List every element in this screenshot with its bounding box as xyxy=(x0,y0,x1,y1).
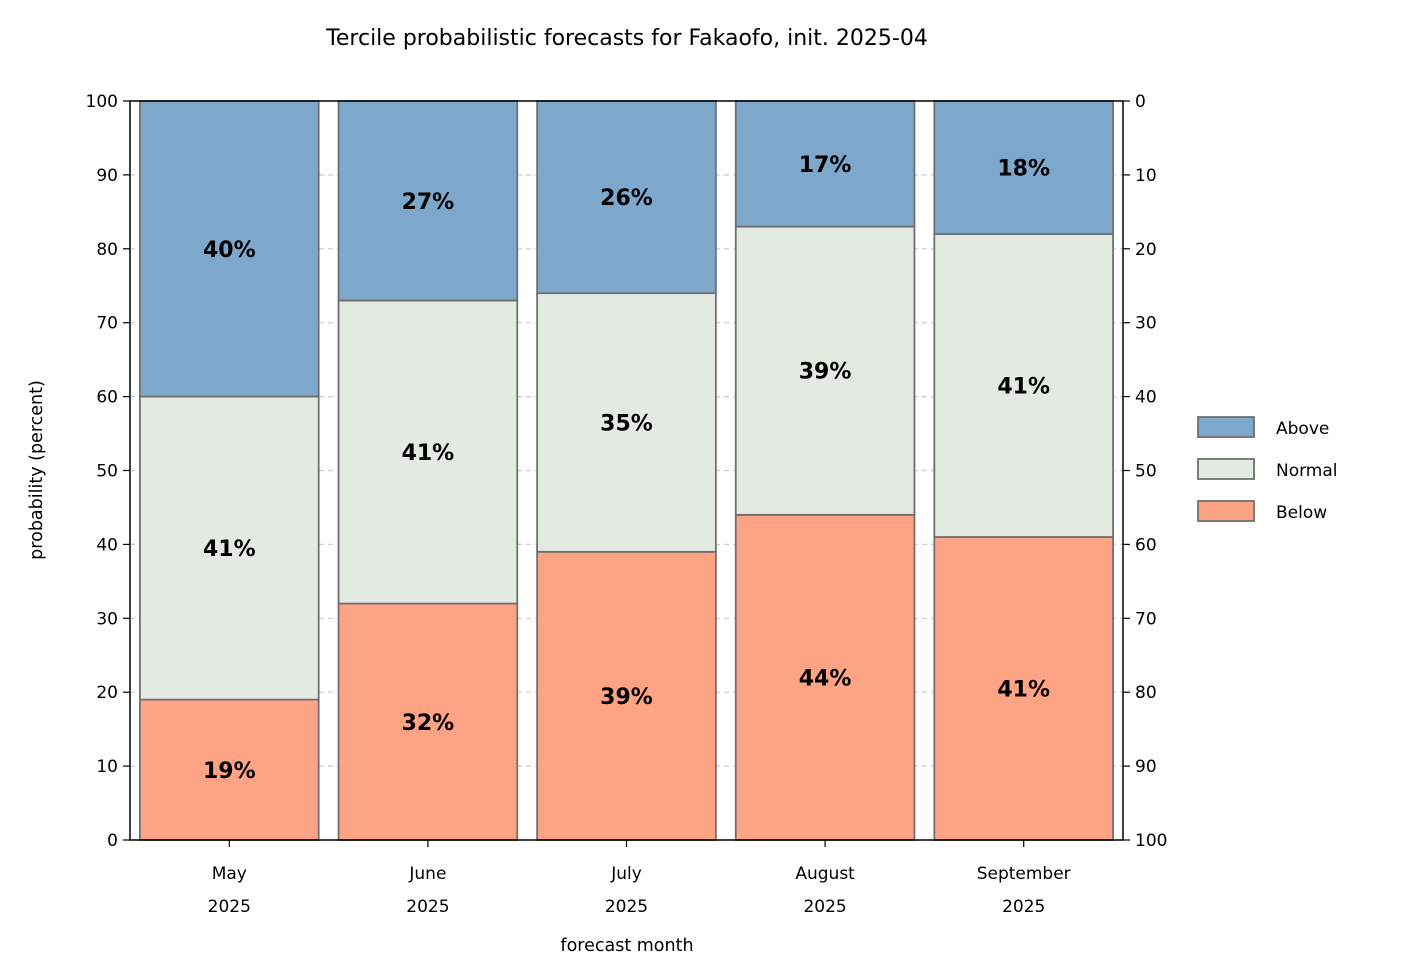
y2-tick-label: 30 xyxy=(1135,314,1157,334)
bar-above xyxy=(337,100,519,302)
data-labels: 19% 41% 40% 32% 41% 27% 39% 35% 26% 44% 39% 17% 41% 4… xyxy=(203,153,1050,784)
y-tick-label: 10 xyxy=(96,757,118,777)
legend-swatch-below xyxy=(1197,500,1255,522)
x-tick-label: August xyxy=(795,864,855,884)
data-label-below: 32% xyxy=(402,711,455,736)
x-tick-label: July xyxy=(610,864,642,884)
data-label-above: 27% xyxy=(402,190,455,215)
legend-swatch-above xyxy=(1197,416,1255,438)
x-tick-label: June xyxy=(408,864,446,884)
y2-tick-label: 50 xyxy=(1135,462,1157,482)
data-label-above: 17% xyxy=(799,153,852,178)
bar-above xyxy=(536,100,717,295)
y-tick-label: 0 xyxy=(107,831,118,851)
bar-normal xyxy=(139,395,320,701)
x-tick-label-year: 2025 xyxy=(208,897,251,917)
y2-tick-label: 10 xyxy=(1135,166,1157,186)
legend: Above Normal Below xyxy=(1197,416,1338,523)
y-tick-label: 70 xyxy=(96,314,118,334)
legend-label-above: Above xyxy=(1276,419,1329,439)
data-label-above: 40% xyxy=(203,238,256,263)
legend-label-normal: Normal xyxy=(1276,461,1338,481)
bar-below xyxy=(933,536,1114,841)
y2-tick-label: 80 xyxy=(1135,683,1157,703)
data-label-above: 18% xyxy=(997,157,1050,182)
y2-tick-label: 60 xyxy=(1135,535,1157,555)
y-tick-label: 60 xyxy=(96,388,118,408)
x-axis-label: forecast month xyxy=(560,936,693,956)
bar-normal xyxy=(933,233,1114,538)
bar-above xyxy=(734,100,916,228)
data-label-normal: 35% xyxy=(600,411,653,436)
data-label-normal: 41% xyxy=(203,537,256,562)
x-axis: May 2025 June 2025 July 2025 August 2025 Septemb… xyxy=(208,840,1071,917)
data-label-above: 26% xyxy=(600,186,653,211)
y-tick-label: 80 xyxy=(96,240,118,260)
bar-normal xyxy=(337,299,519,605)
legend-swatch-normal xyxy=(1197,458,1255,480)
y2-tick-label: 40 xyxy=(1135,388,1157,408)
y-tick-label: 50 xyxy=(96,462,118,482)
y-tick-label: 90 xyxy=(96,166,118,186)
bar-normal xyxy=(734,225,916,516)
chart-title: Tercile probabilistic forecasts for Faka… xyxy=(325,26,928,51)
y-tick-label: 100 xyxy=(86,92,118,112)
data-label-below: 44% xyxy=(799,666,852,691)
y2-tick-label: 0 xyxy=(1135,92,1146,112)
x-tick-label: May xyxy=(212,864,247,884)
x-tick-label-year: 2025 xyxy=(406,897,449,917)
data-label-below: 19% xyxy=(203,759,256,784)
data-label-normal: 41% xyxy=(402,441,455,466)
y-tick-label: 40 xyxy=(96,535,118,555)
x-tick-label-year: 2025 xyxy=(605,897,648,917)
bars xyxy=(139,100,1114,841)
bar-above xyxy=(933,100,1114,235)
data-label-below: 41% xyxy=(997,678,1050,703)
data-label-normal: 39% xyxy=(799,360,852,385)
bar-below xyxy=(536,550,717,841)
bar-below xyxy=(734,513,916,841)
bar-above xyxy=(139,100,320,398)
x-tick-label-year: 2025 xyxy=(803,897,846,917)
data-label-normal: 41% xyxy=(997,375,1050,400)
data-label-below: 39% xyxy=(600,685,653,710)
y2-tick-label: 100 xyxy=(1135,831,1167,851)
bar-normal xyxy=(536,292,717,553)
y-axis-label: probability (percent) xyxy=(27,380,47,560)
y2-tick-label: 20 xyxy=(1135,240,1157,260)
legend-label-below: Below xyxy=(1276,503,1327,523)
left-y-axis: 0 10 20 30 40 50 60 70 80 90 100 xyxy=(86,92,130,851)
x-tick-label-year: 2025 xyxy=(1002,897,1045,917)
y2-tick-label: 70 xyxy=(1135,609,1157,629)
x-tick-label: September xyxy=(977,864,1071,884)
y2-tick-label: 90 xyxy=(1135,757,1157,777)
y-tick-label: 20 xyxy=(96,683,118,703)
y-tick-label: 30 xyxy=(96,609,118,629)
